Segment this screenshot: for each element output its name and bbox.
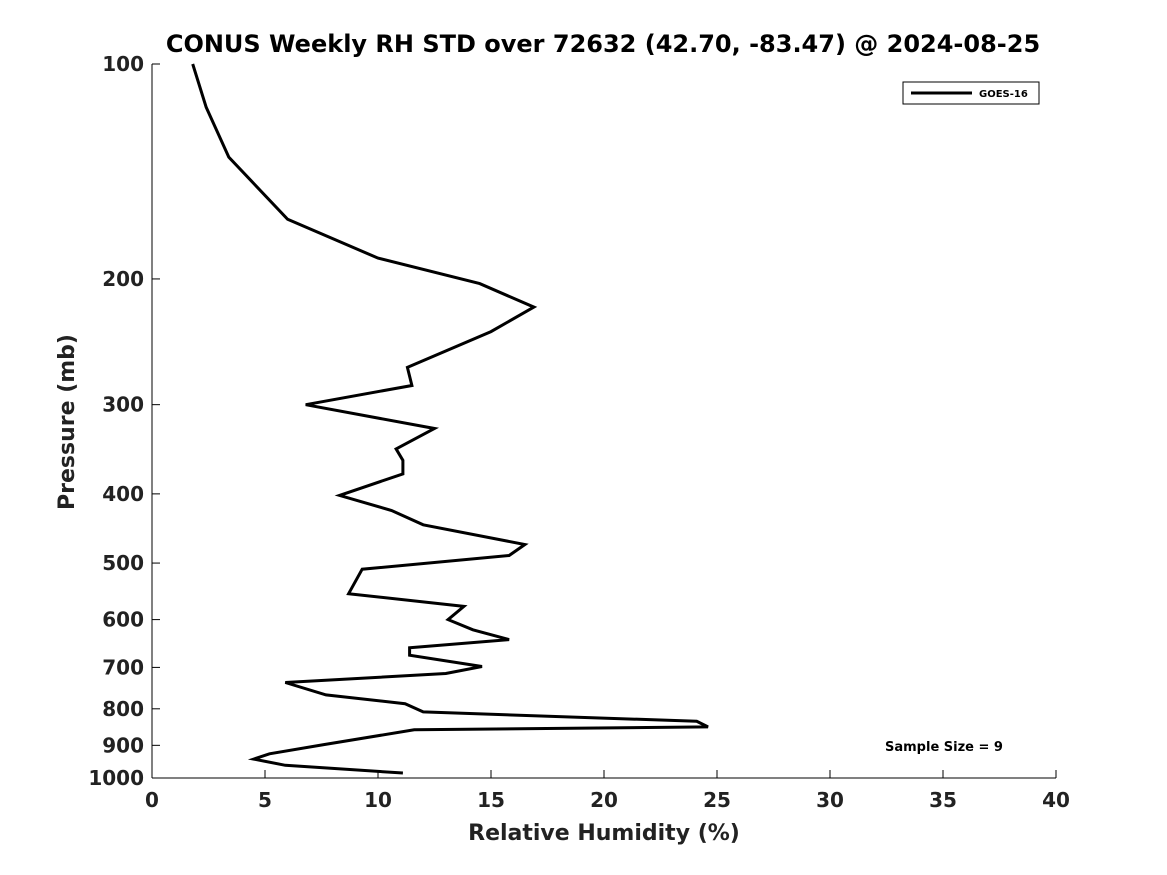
y-tick-label: 900	[102, 733, 144, 757]
legend: GOES-16	[902, 81, 1040, 105]
y-tick-label: 300	[102, 393, 144, 417]
y-axis: 100 200 300 400 500 600 700 800 900 1000	[88, 52, 160, 790]
y-axis-label: Pressure (mb)	[55, 334, 80, 510]
y-tick-label: 100	[102, 52, 144, 76]
chart-title: CONUS Weekly RH STD over 72632 (42.70, -…	[166, 30, 1040, 58]
x-tick-label: 10	[364, 788, 392, 812]
x-tick-label: 0	[145, 788, 159, 812]
sample-size-annotation: Sample Size = 9	[885, 740, 1003, 755]
x-tick-label: 35	[929, 788, 957, 812]
x-tick-label: 20	[590, 788, 618, 812]
y-tick-label: 500	[102, 551, 144, 575]
y-tick-label: 600	[102, 608, 144, 632]
series-layer	[191, 63, 709, 775]
x-tick-label: 40	[1042, 788, 1070, 812]
x-axis: 0 5 10 15 20 25 30 35 40	[145, 770, 1070, 812]
legend-label-goes-16: GOES-16	[979, 89, 1028, 100]
plot-frame	[151, 64, 1056, 779]
y-tick-label: 700	[102, 655, 144, 679]
y-tick-label: 800	[102, 697, 144, 721]
y-tick-label: 1000	[88, 766, 144, 790]
x-tick-label: 15	[477, 788, 505, 812]
series-line-goes-16	[191, 63, 709, 775]
y-tick-label: 200	[102, 267, 144, 291]
x-tick-label: 5	[258, 788, 272, 812]
y-tick-label: 400	[102, 482, 144, 506]
x-axis-label: Relative Humidity (%)	[468, 821, 740, 846]
x-tick-label: 30	[816, 788, 844, 812]
x-tick-label: 25	[703, 788, 731, 812]
